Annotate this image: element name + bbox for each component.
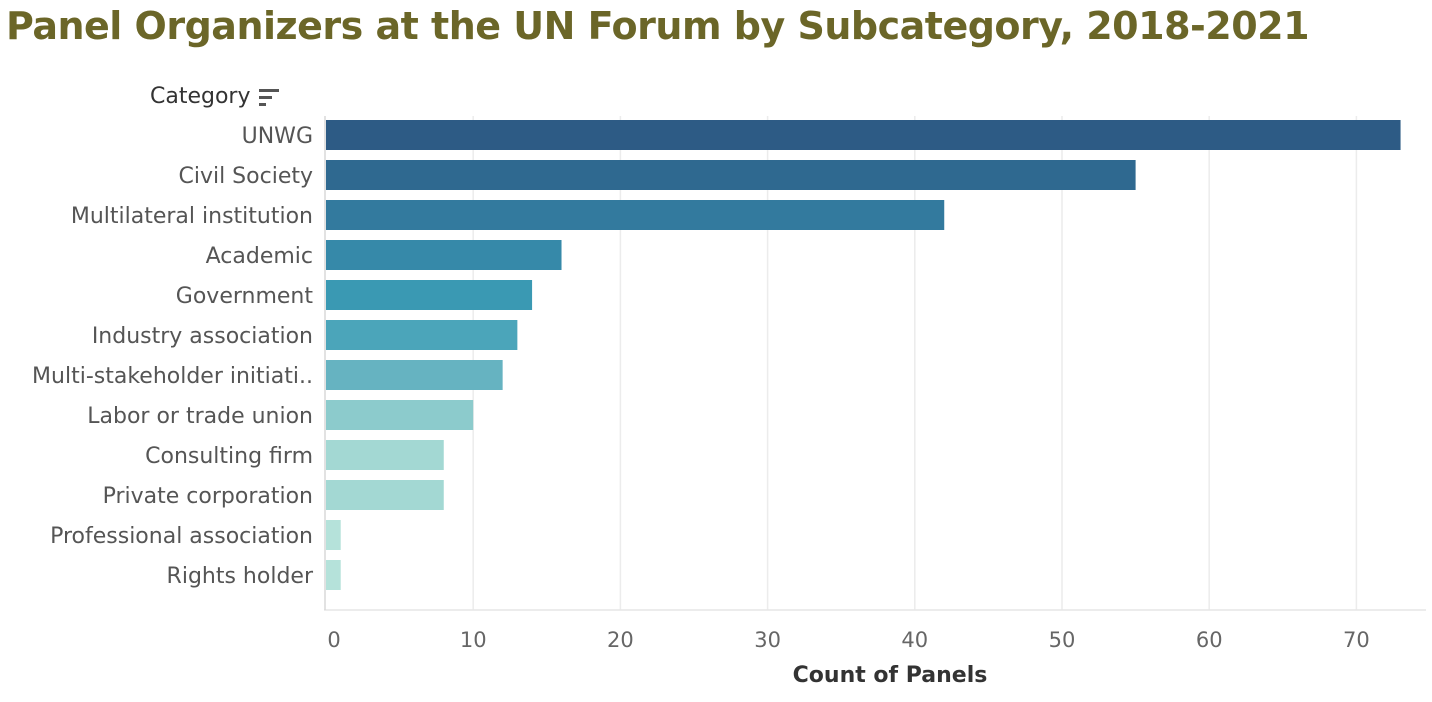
bar[interactable] (326, 240, 562, 270)
bar[interactable] (326, 440, 444, 470)
bar[interactable] (326, 200, 945, 230)
bar[interactable] (326, 520, 341, 550)
x-tick-label: 50 (1049, 628, 1076, 652)
bar[interactable] (326, 160, 1136, 190)
x-tick-label: 10 (460, 628, 487, 652)
chart-title: Panel Organizers at the UN Forum by Subc… (6, 4, 1310, 48)
category-label: Professional association (50, 524, 313, 549)
category-label: Civil Society (178, 164, 313, 189)
bar[interactable] (326, 280, 533, 310)
bar[interactable] (326, 120, 1401, 150)
bar[interactable] (326, 360, 503, 390)
category-label: Consulting firm (145, 444, 313, 469)
x-tick-label: 0 (327, 628, 340, 652)
category-label: UNWG (242, 124, 313, 149)
category-label: Industry association (92, 324, 313, 349)
x-tick-label: 60 (1196, 628, 1223, 652)
category-label: Academic (206, 244, 313, 269)
bar[interactable] (326, 320, 518, 350)
x-axis-title: Count of Panels (793, 663, 988, 688)
category-header-label: Category (150, 84, 251, 109)
category-label: Rights holder (167, 564, 314, 589)
category-label: Multi-stakeholder initiati.. (32, 364, 313, 389)
x-tick-label: 70 (1343, 628, 1370, 652)
bar[interactable] (326, 560, 341, 590)
bar[interactable] (326, 400, 474, 430)
x-tick-label: 40 (901, 628, 928, 652)
bar[interactable] (326, 480, 444, 510)
category-label: Government (176, 284, 314, 309)
category-label: Multilateral institution (71, 204, 313, 229)
category-label: Labor or trade union (87, 404, 313, 429)
sort-descending-icon[interactable] (258, 87, 281, 107)
category-label: Private corporation (103, 484, 313, 509)
category-header: Category (150, 84, 281, 109)
x-tick-label: 30 (754, 628, 781, 652)
x-tick-label: 20 (607, 628, 634, 652)
